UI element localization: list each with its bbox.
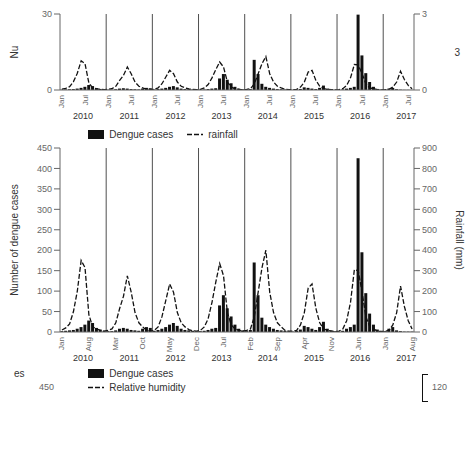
svg-text:Jul: Jul <box>81 95 90 105</box>
svg-text:600: 600 <box>422 205 437 215</box>
svg-text:Oct: Oct <box>138 336 147 349</box>
svg-text:2013: 2013 <box>212 111 232 121</box>
svg-text:500: 500 <box>422 225 437 235</box>
svg-text:2015: 2015 <box>304 353 324 363</box>
svg-text:Feb: Feb <box>246 336 255 350</box>
svg-text:100: 100 <box>37 286 52 296</box>
svg-text:700: 700 <box>422 184 437 194</box>
html-text:Dengue cases: Dengue cases <box>109 368 174 379</box>
svg-text:Sep: Sep <box>273 336 282 351</box>
svg-text:200: 200 <box>37 245 52 255</box>
svg-text:Jan: Jan <box>150 95 159 108</box>
svg-text:300: 300 <box>422 266 437 276</box>
svg-text:Jun: Jun <box>354 337 363 350</box>
svg-text:2014: 2014 <box>258 353 278 363</box>
svg-text:0: 0 <box>422 85 427 95</box>
svg-text:Jan: Jan <box>196 95 205 108</box>
svg-text:Jul: Jul <box>173 95 182 105</box>
svg-text:3: 3 <box>422 9 427 19</box>
svg-text:Nov: Nov <box>327 337 336 351</box>
svg-text:Jan: Jan <box>334 95 343 108</box>
svg-text:2013: 2013 <box>212 353 232 363</box>
svg-text:2016: 2016 <box>350 353 370 363</box>
svg-text:0: 0 <box>422 327 427 337</box>
svg-text:Apr: Apr <box>300 337 309 350</box>
svg-text:Jan: Jan <box>288 95 297 108</box>
svg-text:450: 450 <box>37 143 52 153</box>
svg-text:2017: 2017 <box>396 111 416 121</box>
html-text:rainfall: rainfall <box>208 128 238 140</box>
html-text:Dengue cases: Dengue cases <box>109 128 174 140</box>
svg-text:2011: 2011 <box>120 353 139 363</box>
svg-text:350: 350 <box>37 184 52 194</box>
svg-text:2012: 2012 <box>165 111 185 121</box>
svg-text:Jan: Jan <box>104 95 113 108</box>
svg-text:2014: 2014 <box>258 111 278 121</box>
svg-text:100: 100 <box>422 307 437 317</box>
svg-text:30: 30 <box>42 9 52 19</box>
svg-text:0: 0 <box>47 85 52 95</box>
svg-text:2015: 2015 <box>304 111 324 121</box>
svg-text:2010: 2010 <box>73 353 93 363</box>
svg-text:Jul: Jul <box>311 95 320 105</box>
svg-text:2012: 2012 <box>165 353 185 363</box>
html-text:450: 450 <box>39 382 54 392</box>
html-text:es: es <box>14 368 25 379</box>
svg-text:Jan: Jan <box>242 95 251 108</box>
svg-text:2010: 2010 <box>73 111 93 121</box>
svg-text:300: 300 <box>37 205 52 215</box>
svg-text:2011: 2011 <box>120 111 139 121</box>
svg-text:150: 150 <box>37 266 52 276</box>
svg-text:0: 0 <box>47 327 52 337</box>
html-text:120: 120 <box>432 382 447 392</box>
svg-text:Jul: Jul <box>265 95 274 105</box>
svg-text:Rainfall (mm): Rainfall (mm) <box>454 210 465 269</box>
svg-text:Jan: Jan <box>57 95 66 108</box>
svg-text:250: 250 <box>37 225 52 235</box>
svg-text:400: 400 <box>37 164 52 174</box>
svg-text:Jan: Jan <box>381 337 390 350</box>
svg-text:Jan: Jan <box>381 95 390 108</box>
svg-text:May: May <box>165 337 174 352</box>
svg-text:Jul: Jul <box>127 95 136 105</box>
svg-text:Jul: Jul <box>404 95 413 105</box>
svg-text:400: 400 <box>422 245 437 255</box>
html-text:Relative humidity: Relative humidity <box>109 382 186 393</box>
svg-text:Jan: Jan <box>57 337 66 350</box>
svg-text:800: 800 <box>422 164 437 174</box>
svg-text:50: 50 <box>42 307 52 317</box>
svg-text:2016: 2016 <box>350 111 370 121</box>
svg-text:Mar: Mar <box>111 337 120 351</box>
svg-text:900: 900 <box>422 143 437 153</box>
svg-text:Number of dengue cases: Number of dengue cases <box>9 184 20 296</box>
svg-text:3: 3 <box>454 47 460 58</box>
svg-text:Dec: Dec <box>192 337 201 351</box>
svg-text:Jul: Jul <box>219 337 228 347</box>
svg-text:2017: 2017 <box>396 353 416 363</box>
svg-text:200: 200 <box>422 286 437 296</box>
svg-text:Aug: Aug <box>408 337 417 351</box>
svg-text:Aug: Aug <box>84 337 93 351</box>
svg-text:Jul: Jul <box>219 95 228 105</box>
svg-text:Jul: Jul <box>358 95 367 105</box>
svg-text:Nu: Nu <box>9 46 20 59</box>
